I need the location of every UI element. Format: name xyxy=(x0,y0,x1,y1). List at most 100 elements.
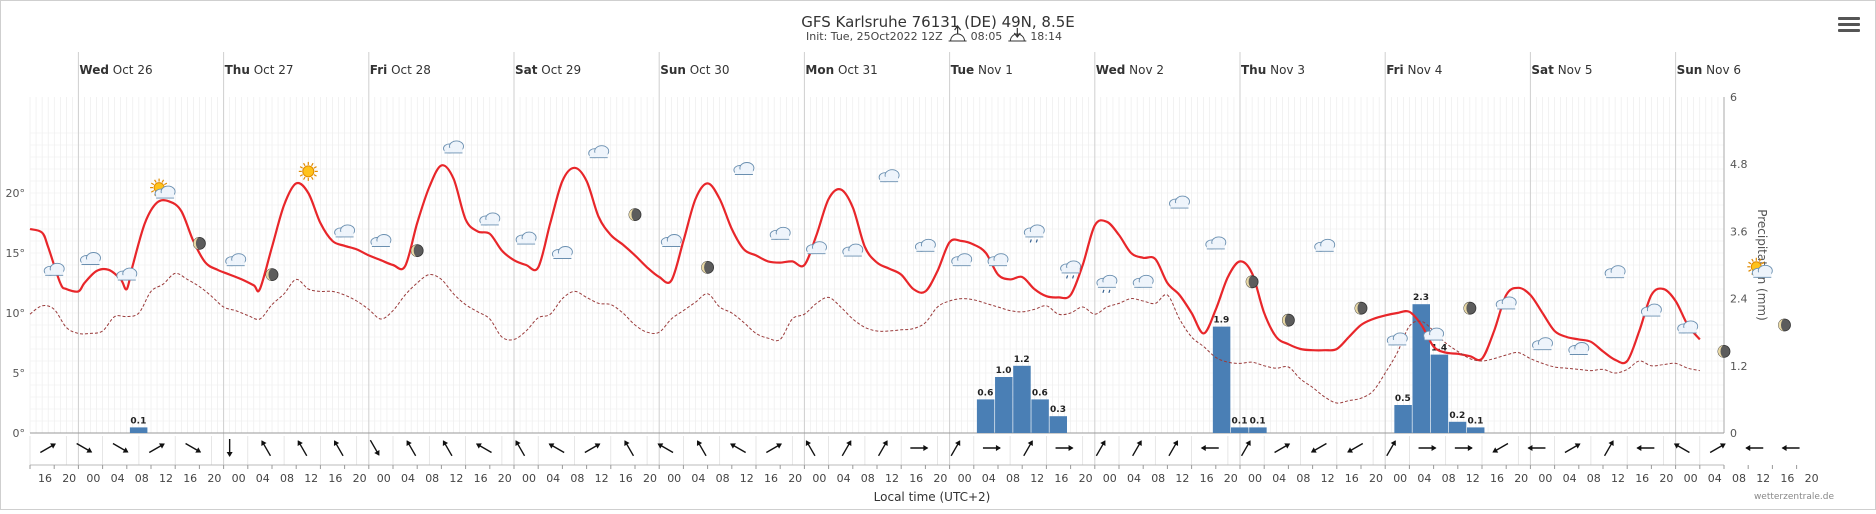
wind-arrow-icon xyxy=(624,440,635,457)
x-tick-label: 12 xyxy=(1756,472,1770,485)
cloud-icon xyxy=(1568,342,1590,355)
x-tick-label: 20 xyxy=(353,472,367,485)
rain-cloud-icon xyxy=(1060,260,1082,279)
day-label: Wed Nov 2 xyxy=(1096,63,1164,77)
x-tick-label: 00 xyxy=(1248,472,1262,485)
x-tick-label: 08 xyxy=(1587,472,1601,485)
x-tick-label: 12 xyxy=(1321,472,1335,485)
cloud-icon xyxy=(1132,274,1154,288)
day-label: Thu Nov 3 xyxy=(1241,63,1305,77)
wind-arrow-icon xyxy=(696,440,707,457)
x-tick-label: 00 xyxy=(667,472,681,485)
x-tick-label: 20 xyxy=(1224,472,1238,485)
wind-arrow-icon xyxy=(950,440,961,457)
cloud-icon xyxy=(515,231,537,245)
cloud-icon xyxy=(43,262,65,276)
day-labels: Wed Oct 26 Thu Oct 27 Fri Oct 28 Sat Oct 29… xyxy=(77,52,1741,465)
precip-value-label: 2.3 xyxy=(1413,293,1429,303)
wind-arrow-icon xyxy=(657,443,674,454)
x-tick-label: 00 xyxy=(958,472,972,485)
wind-arrow-icon xyxy=(548,443,565,454)
precip-value-label: 0.6 xyxy=(977,388,993,398)
y-right-tick-label: 0 xyxy=(1730,427,1737,440)
x-tick-label: 08 xyxy=(570,472,584,485)
moon-icon xyxy=(1354,301,1368,315)
cloud-icon xyxy=(479,212,501,226)
cloud-icon xyxy=(660,234,682,247)
x-tick-label: 04 xyxy=(691,472,705,485)
precip-value-label: 0.1 xyxy=(130,416,146,426)
moon-icon xyxy=(410,244,424,258)
x-tick-label: 16 xyxy=(474,472,488,485)
wind-arrow-icon xyxy=(1673,443,1690,454)
hamburger-icon[interactable] xyxy=(1836,14,1862,38)
wind-arrow-icon xyxy=(1274,443,1291,454)
precip-value-label: 1.0 xyxy=(996,366,1012,376)
x-tick-label: 04 xyxy=(1708,472,1722,485)
wind-arrow-icon xyxy=(1310,442,1327,453)
x-tick-label: 00 xyxy=(1103,472,1117,485)
x-tick-label: 12 xyxy=(159,472,173,485)
wind-arrow-icon xyxy=(148,443,165,454)
x-tick-label: 16 xyxy=(909,472,923,485)
x-tick-label: 04 xyxy=(1127,472,1141,485)
precip-value-label: 0.5 xyxy=(1395,394,1411,404)
sunset-icon xyxy=(1008,28,1027,42)
wind-arrow-icon xyxy=(1347,442,1364,453)
wind-arrow-icon xyxy=(475,443,492,454)
y-right-tick-label: 3.6 xyxy=(1730,225,1748,238)
x-tick-label: 20 xyxy=(1514,472,1528,485)
cloud-icon xyxy=(334,224,356,238)
x-tick-label: 04 xyxy=(546,472,560,485)
x-tick-label: 08 xyxy=(1006,472,1020,485)
y-right-tick-label: 6 xyxy=(1730,91,1737,104)
x-tick-label: 12 xyxy=(304,472,318,485)
wind-arrow-icon xyxy=(1709,443,1726,454)
wind-arrow-icon xyxy=(112,442,129,453)
day-label: Fri Nov 4 xyxy=(1386,63,1442,77)
cloud-icon xyxy=(225,253,247,267)
cloud-icon xyxy=(80,252,101,265)
cloud-icon xyxy=(116,267,138,281)
day-label: Sat Oct 29 xyxy=(515,63,581,77)
x-tick-label: 08 xyxy=(135,472,149,485)
wind-arrow-icon xyxy=(982,445,1001,451)
x-tick-label: 16 xyxy=(1490,472,1504,485)
day-label: Wed Oct 26 xyxy=(79,63,152,77)
cloud-icon xyxy=(1604,265,1626,279)
x-tick-label: 16 xyxy=(1635,472,1649,485)
cloud-icon xyxy=(1640,303,1662,317)
wind-arrow-icon xyxy=(730,443,746,454)
wind-arrow-icon xyxy=(515,440,526,457)
day-label: Thu Oct 27 xyxy=(225,63,294,77)
x-tick-label: 08 xyxy=(1296,472,1310,485)
wind-arrow-icon xyxy=(1386,440,1396,457)
wind-arrow-icon xyxy=(1781,445,1800,451)
precip-value-label: 0.1 xyxy=(1232,416,1248,426)
precip-bar xyxy=(1031,399,1049,433)
wind-arrow-icon xyxy=(1240,440,1251,457)
precip-bar xyxy=(129,427,148,433)
precip-bar xyxy=(995,377,1013,433)
axes: 0° 5° 10° 15° 20° 0 1.2 2.4 3.6 4.8 6 Precipitation… xyxy=(6,91,1770,440)
x-tick-label: 08 xyxy=(861,472,875,485)
x-tick-label: 12 xyxy=(1466,472,1480,485)
wind-arrow-icon xyxy=(1132,440,1142,457)
x-tick-label: 08 xyxy=(1151,472,1165,485)
chart-title: GFS Karlsruhe 76131 (DE) 49N, 8.5E xyxy=(801,13,1075,31)
x-tick-label: 04 xyxy=(982,472,996,485)
wind-arrow-icon xyxy=(1492,442,1509,453)
wind-arrow-icon xyxy=(805,440,816,457)
wind-arrow-icon xyxy=(1023,440,1033,457)
x-tick-label: 04 xyxy=(401,472,415,485)
y-tick-label: 20° xyxy=(6,187,26,200)
wind-arrow-icon xyxy=(1564,443,1581,454)
x-tick-label: 20 xyxy=(788,472,802,485)
y-right-tick-label: 1.2 xyxy=(1730,360,1748,373)
sunset-time: 18:14 xyxy=(1030,30,1062,43)
precip-bar xyxy=(1049,416,1067,433)
x-tick-label: 20 xyxy=(207,472,221,485)
x-tick-label: 20 xyxy=(1659,472,1673,485)
x-tick-label: 04 xyxy=(1563,472,1577,485)
